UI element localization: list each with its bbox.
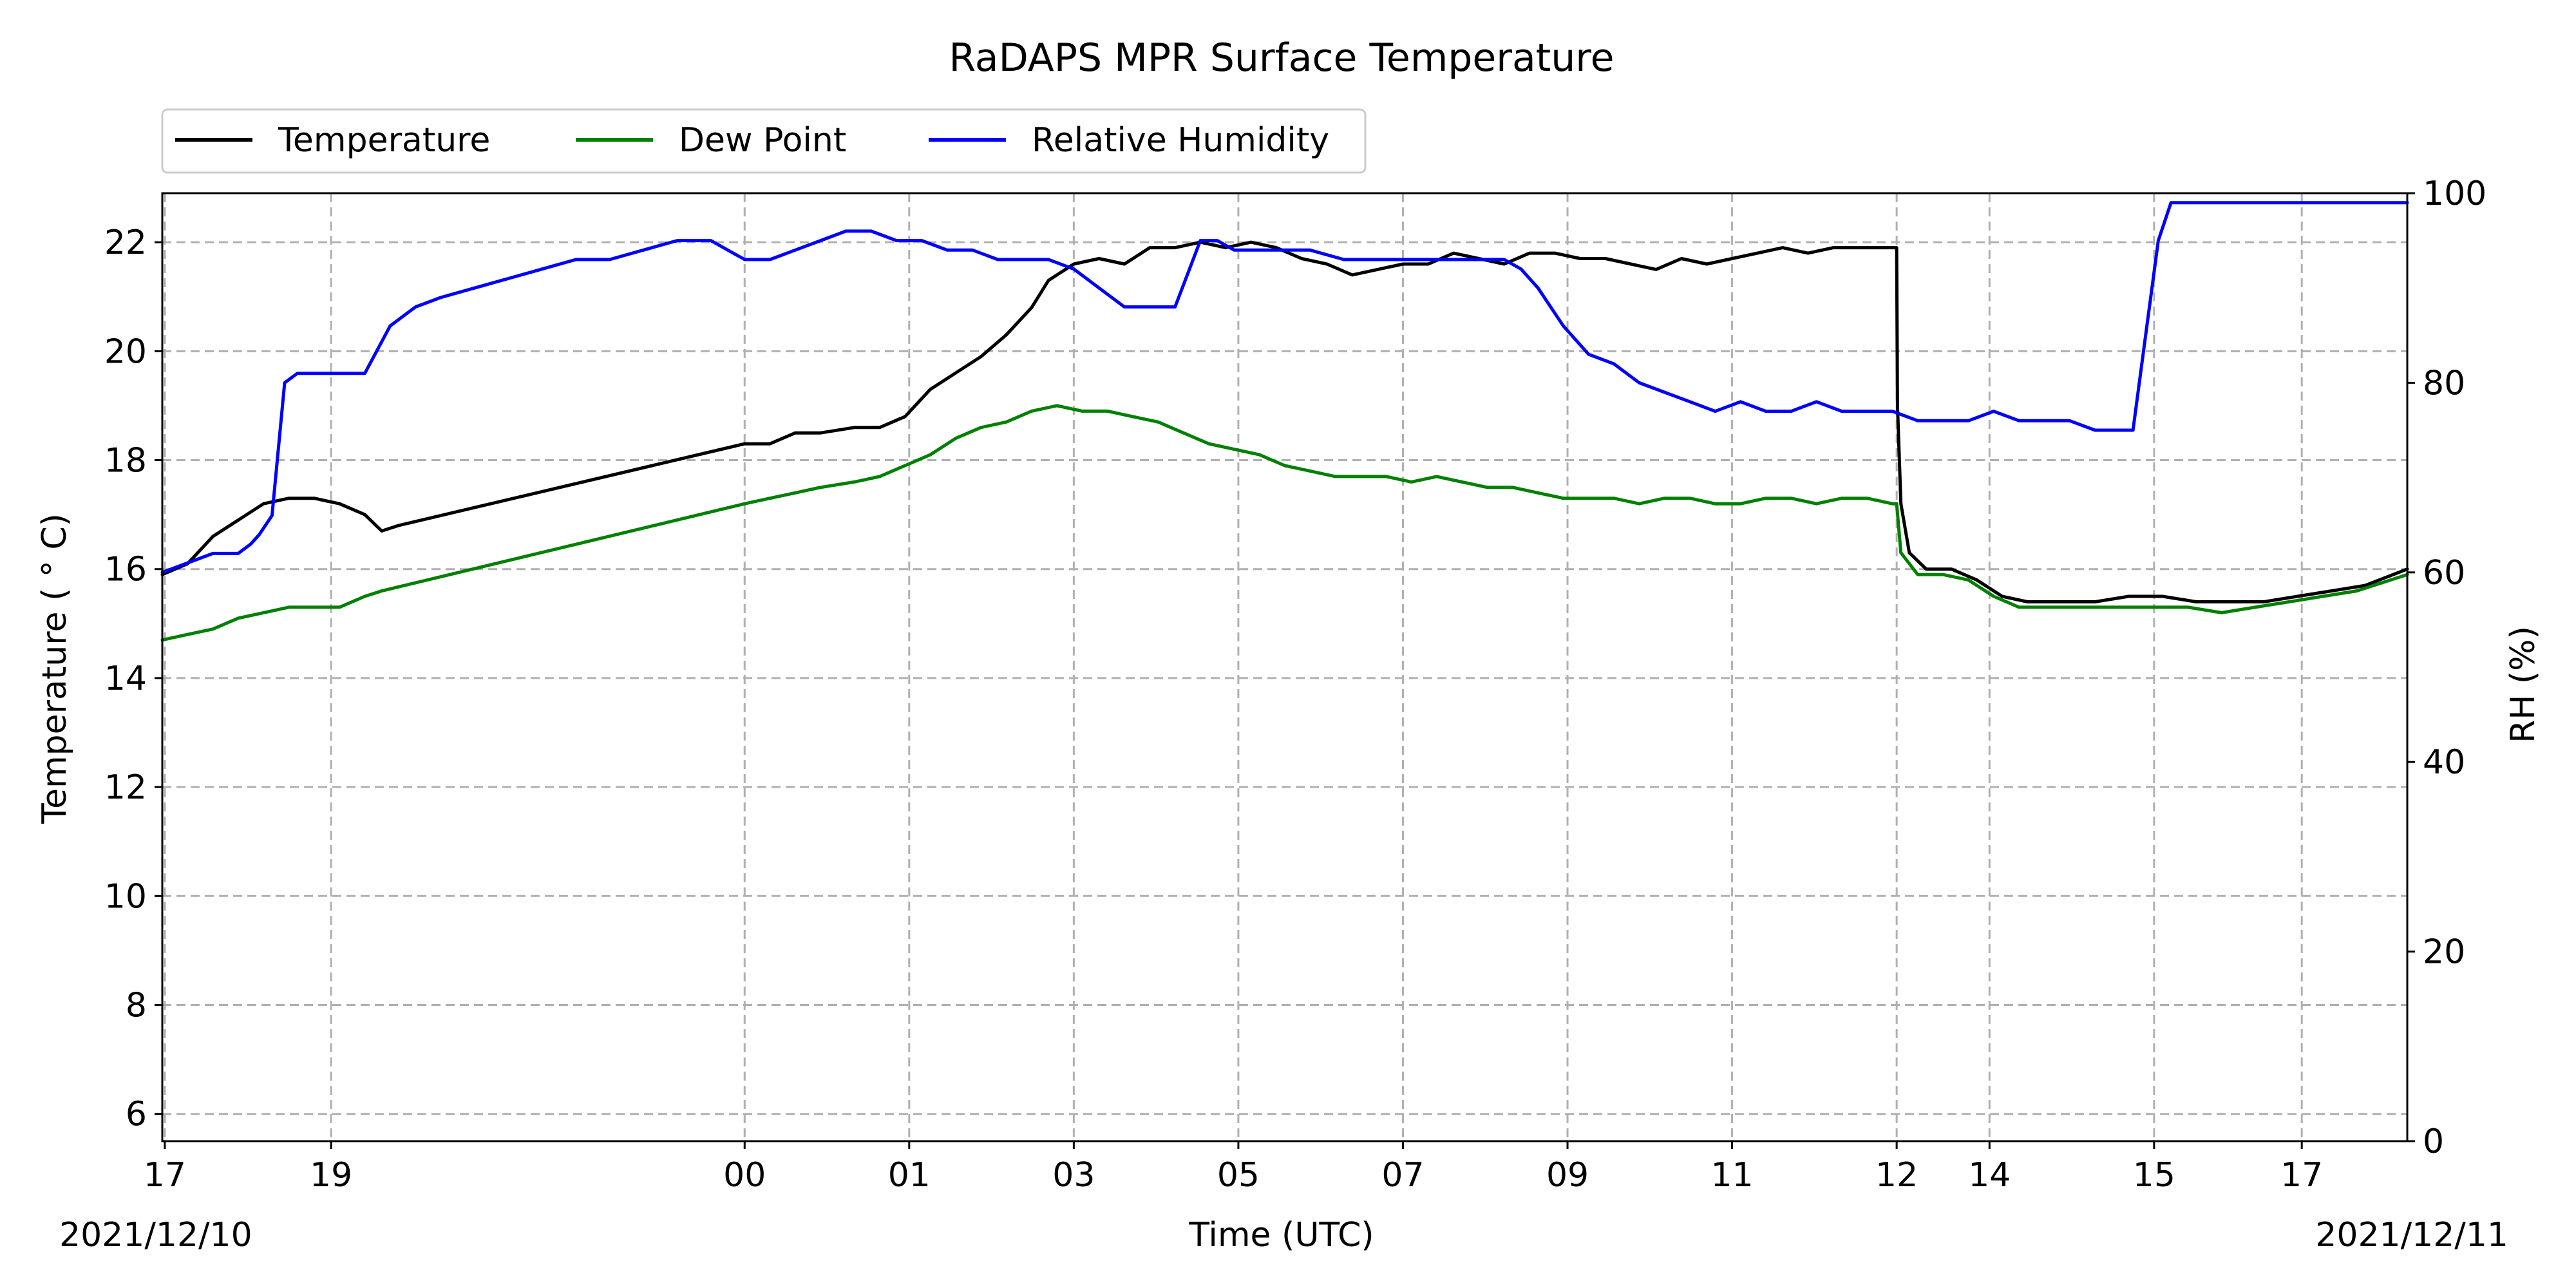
y-tick-label: 10 (104, 877, 147, 916)
x-tick-label: 05 (1217, 1156, 1260, 1195)
legend-label: Relative Humidity (1032, 121, 1329, 160)
y2-tick-label: 80 (2423, 364, 2465, 402)
series-line-dew-point (160, 404, 2409, 642)
x-tick-label: 17 (144, 1156, 186, 1195)
series-line-temperature (160, 240, 2409, 603)
x-tick-label: 14 (1968, 1156, 2011, 1195)
y-tick-label: 6 (126, 1095, 147, 1134)
y-tick-label: 14 (104, 659, 147, 698)
x-tick-label: 17 (2280, 1156, 2323, 1195)
legend: Temperature Dew Point Relative Humidity (161, 108, 1367, 174)
y2-tick-label: 20 (2423, 933, 2465, 972)
x-tick-label: 19 (310, 1156, 352, 1195)
series-line-relative-humidity (160, 201, 2409, 574)
x-axis-label: Time (UTC) (1188, 1216, 1374, 1255)
date-start-label: 2021/12/10 (59, 1216, 252, 1255)
y2-axis-label: RH (%) (2504, 626, 2543, 743)
x-tick-label: 15 (2133, 1156, 2175, 1195)
series-layer (160, 201, 2409, 642)
x-tick-label: 03 (1052, 1156, 1095, 1195)
x-tick-label: 09 (1546, 1156, 1589, 1195)
y-tick-label: 12 (104, 768, 147, 807)
y-tick-label: 18 (104, 442, 147, 480)
x-axis: 17 19 00 01 03 05 07 09 11 12 14 15 17 (144, 1141, 2323, 1195)
y2-tick-label: 40 (2423, 743, 2465, 782)
chart-title: RaDAPS MPR Surface Temperature (949, 35, 1614, 80)
y2-tick-label: 100 (2423, 175, 2486, 213)
legend-box (161, 108, 1367, 174)
y2-tick-label: 0 (2423, 1122, 2444, 1161)
y-axis-left: 6 8 10 12 14 16 18 20 22 (104, 223, 162, 1134)
legend-label: Temperature (278, 121, 490, 160)
y-tick-label: 8 (126, 987, 147, 1025)
y-axis-label: Temperature ( ° C) (35, 513, 74, 824)
y-axis-right: 0 20 40 60 80 100 (2407, 175, 2486, 1161)
y2-tick-label: 60 (2423, 554, 2465, 592)
x-tick-label: 00 (723, 1156, 766, 1195)
x-tick-label: 11 (1710, 1156, 1753, 1195)
grid (162, 193, 2407, 1141)
x-tick-label: 07 (1381, 1156, 1424, 1195)
x-tick-label: 12 (1875, 1156, 1918, 1195)
y-tick-label: 22 (104, 223, 147, 262)
legend-label: Dew Point (679, 121, 846, 160)
y-tick-label: 20 (104, 332, 147, 371)
date-end-label: 2021/12/11 (2315, 1216, 2508, 1255)
y-tick-label: 16 (104, 551, 147, 589)
x-tick-label: 01 (888, 1156, 931, 1195)
plot-frame (161, 192, 2409, 1142)
